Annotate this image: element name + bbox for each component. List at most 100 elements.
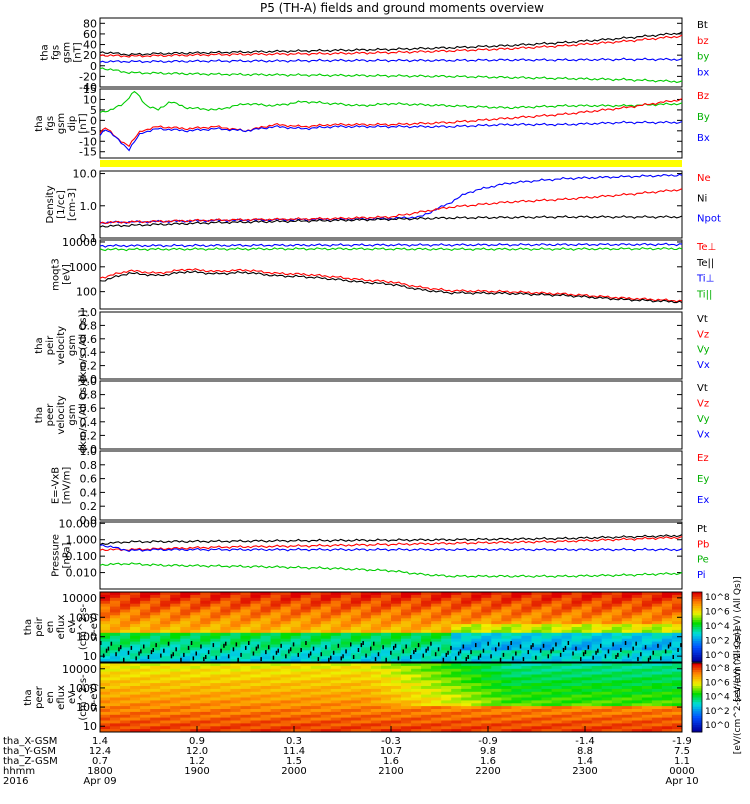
heatmap-cell [260,691,272,696]
y-tick-label: 0.0 [80,514,98,527]
heatmap-cell [190,700,201,704]
heatmap-cell [381,688,392,693]
heatmap-cell [521,603,532,608]
heatmap-cell [601,600,613,605]
heatmap-cell [451,683,462,687]
heatmap-dropout [527,650,529,655]
heatmap-cell [481,618,492,622]
heatmap-cell [120,612,131,616]
heatmap-cell [350,600,362,605]
series-line-Te⊥ [99,268,683,303]
heatmap-cell [290,709,302,713]
heatmap-cell [280,603,292,608]
heatmap-cell [421,629,432,634]
heatmap-cell [290,615,302,619]
heatmap-dropout [200,644,202,649]
heatmap-cell [441,600,452,605]
heatmap-cell [120,665,131,670]
heatmap-cell [330,706,342,710]
heatmap-cell [370,650,382,654]
heatmap-cell [280,663,292,667]
heatmap-cell [360,632,372,637]
heatmap-dropout [207,650,210,655]
heatmap-cell [601,641,613,645]
heatmap-cell [601,624,613,628]
heatmap-cell [491,592,502,596]
heatmap-cell [561,624,573,628]
heatmap-cell [340,644,352,648]
heatmap-cell [200,615,211,619]
heatmap-cell [270,609,282,613]
heatmap-cell [170,632,181,637]
heatmap-cell [150,635,161,640]
heatmap-cell [561,668,573,673]
heatmap-cell [401,624,412,628]
heatmap-dropout [519,644,522,649]
heatmap-cell [541,592,552,596]
heatmap-cell [130,644,141,648]
heatmap-dropout [550,649,552,654]
y-tick-label: 10000 [62,663,97,676]
heatmap-cell [150,624,161,628]
heatmap-cell [210,624,221,628]
heatmap-cell [601,714,613,719]
y-axis-label: tha [40,44,51,60]
heatmap-cell [551,677,563,681]
heatmap-cell [280,726,292,730]
heatmap-cell [120,647,131,651]
heatmap-cell [200,726,211,730]
heatmap-dropout [342,654,344,659]
heatmap-cell [260,618,272,622]
heatmap-cell [601,668,613,673]
heatmap-cell [391,677,402,681]
colorbar-step [692,720,702,724]
heatmap-dropout [615,655,617,659]
heatmap-cell [350,729,362,733]
heatmap-cell [230,694,241,698]
heatmap-cell [531,592,542,596]
heatmap-dropout [120,645,122,650]
heatmap-cell [491,656,502,660]
heatmap-cell [641,674,653,678]
heatmap-dropout [150,650,153,655]
heatmap-cell [401,606,412,610]
heatmap-cell [270,726,282,730]
heatmap-cell [170,594,181,599]
heatmap-cell [330,680,342,684]
heatmap-cell [391,632,402,637]
heatmap-cell [591,597,603,602]
heatmap-cell [250,726,261,730]
heatmap-cell [350,624,362,628]
colorbar-tick-label: 10^0 [705,721,730,731]
heatmap-cell [481,653,492,657]
heatmap-cell [180,647,191,651]
heatmap-cell [140,592,151,596]
heatmap-cell [280,621,292,625]
heatmap-cell [621,671,633,675]
heatmap-cell [180,641,191,645]
heatmap-cell [431,597,442,602]
legend-entry: Ni [697,193,707,204]
heatmap-cell [140,635,151,640]
heatmap-cell [140,615,151,619]
heatmap-cell [240,671,251,675]
heatmap-cell [421,632,432,637]
heatmap-cell [190,663,201,667]
heatmap-cell [300,709,312,713]
heatmap-cell [471,714,482,719]
heatmap-cell [370,606,382,610]
heatmap-cell [511,629,522,634]
heatmap-cell [360,720,372,724]
heatmap-cell [250,677,261,681]
heatmap-cell [220,592,231,596]
heatmap-cell [431,624,442,628]
y-tick-label: 10 [83,650,97,663]
heatmap-cell [280,688,292,693]
heatmap-cell [130,683,141,687]
heatmap-cell [581,711,593,716]
heatmap-cell [270,603,282,608]
heatmap-cell [551,709,563,713]
heatmap-cell [120,638,131,643]
heatmap-cell [401,612,412,616]
heatmap-cell [290,632,302,637]
